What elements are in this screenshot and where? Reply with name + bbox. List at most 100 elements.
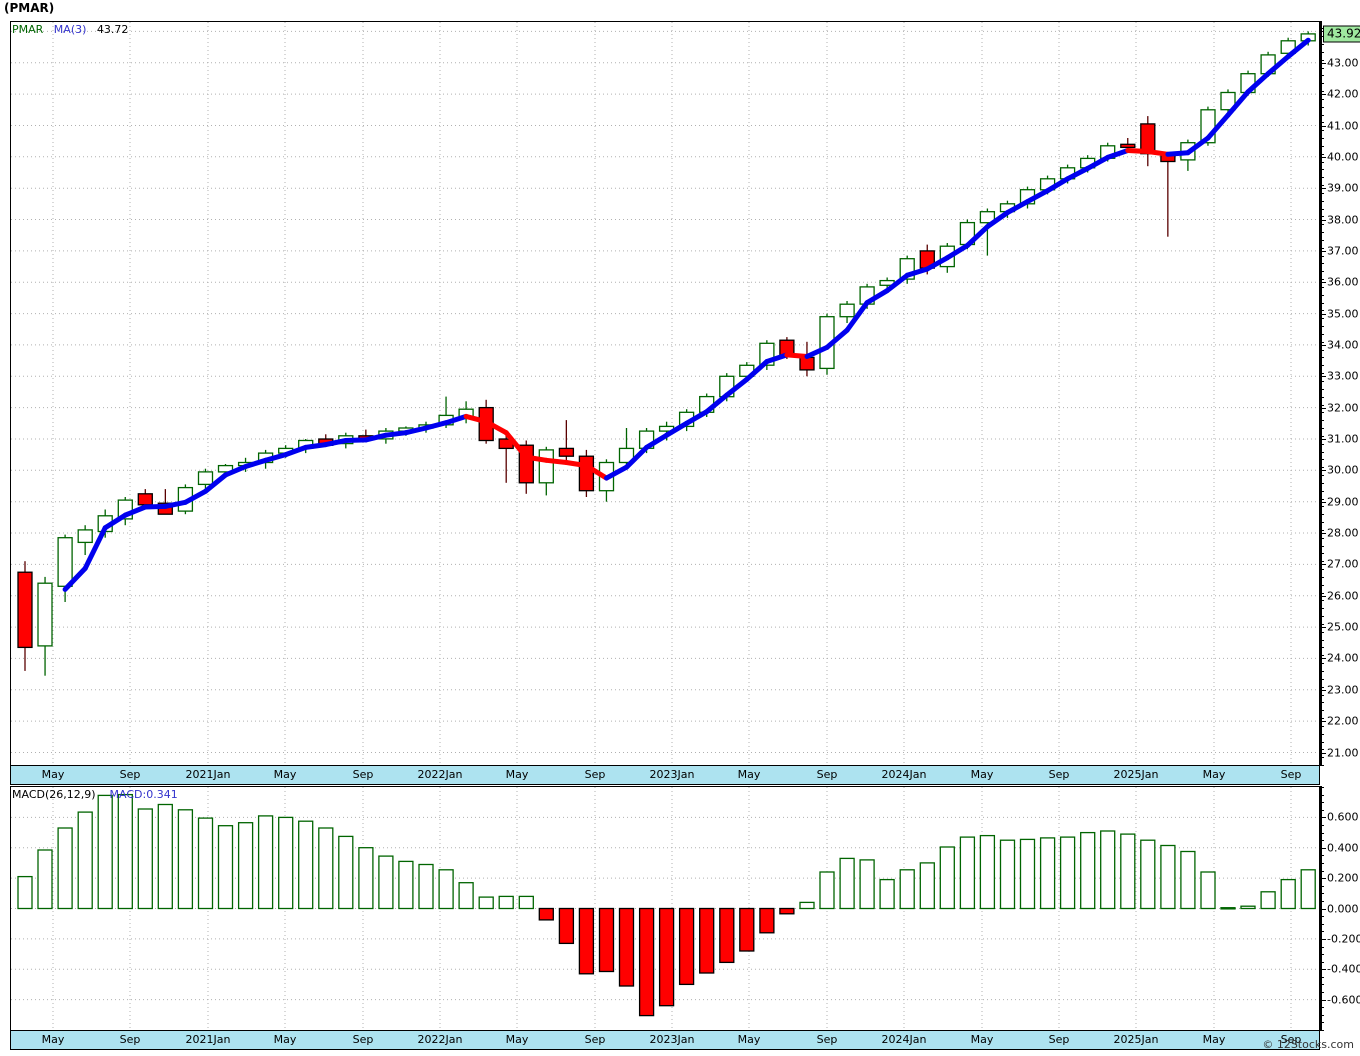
- date-axis-label: 2025Jan: [1113, 1033, 1159, 1046]
- price-axis-tick: [1320, 219, 1326, 221]
- price-axis-minor-tick: [1320, 161, 1324, 163]
- macd-axis-minor-tick: [1320, 885, 1324, 887]
- date-axis-label: 2023Jan: [649, 768, 695, 781]
- price-axis-label: 41.00: [1327, 119, 1359, 132]
- macd-axis-minor-tick: [1320, 954, 1324, 956]
- date-axis-label: 2025Jan: [1113, 768, 1159, 781]
- price-axis-minor-tick: [1320, 318, 1324, 320]
- date-axis-label: Sep: [584, 768, 606, 781]
- price-axis-tick: [1320, 533, 1326, 534]
- price-axis-minor-tick: [1320, 91, 1324, 92]
- price-plot-area[interactable]: [11, 22, 1319, 765]
- price-axis-minor-tick: [1320, 412, 1324, 414]
- macd-axis-minor-tick: [1320, 992, 1324, 993]
- price-axis-tick: [1320, 62, 1326, 64]
- date-axis-label: 2022Jan: [417, 768, 463, 781]
- macd-value-label: MACD:0.341: [109, 788, 178, 801]
- price-axis-minor-tick: [1320, 381, 1324, 382]
- date-axis-label: 2022Jan: [417, 1033, 463, 1046]
- macd-axis-minor-tick: [1320, 900, 1324, 902]
- legend-ma-value: 43.72: [96, 23, 129, 36]
- macd-axis-minor-tick: [1320, 832, 1324, 834]
- price-axis-tick: [1320, 689, 1326, 691]
- price-axis-minor-tick: [1320, 490, 1324, 492]
- price-axis-minor-tick: [1320, 232, 1324, 233]
- price-axis-minor-tick: [1320, 255, 1324, 257]
- price-axis-minor-tick: [1320, 357, 1324, 359]
- price-axis-minor-tick: [1320, 467, 1324, 469]
- price-svg: [11, 22, 1319, 765]
- macd-axis-minor-tick: [1320, 1022, 1324, 1024]
- price-axis-minor-tick: [1320, 678, 1324, 680]
- price-axis-minor-tick: [1320, 98, 1324, 100]
- price-axis-minor-tick: [1320, 294, 1324, 296]
- price-axis-minor-tick: [1320, 435, 1324, 437]
- price-chart-panel[interactable]: [10, 21, 1320, 766]
- price-axis-minor-tick: [1320, 420, 1324, 422]
- date-axis-label: Sep: [352, 768, 374, 781]
- price-axis-minor-tick: [1320, 710, 1324, 712]
- price-axis-minor-tick: [1320, 655, 1324, 657]
- price-axis-minor-tick: [1320, 67, 1324, 69]
- price-axis-tick: [1320, 188, 1326, 190]
- macd-axis-minor-tick: [1320, 893, 1324, 895]
- price-axis-minor-tick: [1320, 51, 1324, 53]
- price-axis-label: 25.00: [1327, 620, 1359, 634]
- price-axis-minor-tick: [1320, 310, 1324, 312]
- macd-axis-minor-tick: [1320, 1007, 1324, 1009]
- price-axis-minor-tick: [1320, 145, 1324, 147]
- price-axis-label: 29.00: [1327, 495, 1359, 509]
- macd-plot-area[interactable]: [11, 787, 1319, 1030]
- macd-axis-minor-tick: [1320, 946, 1324, 948]
- price-axis-minor-tick: [1320, 553, 1324, 555]
- date-axis-label: Sep: [1048, 1033, 1070, 1046]
- macd-svg: [11, 787, 1319, 1030]
- macd-chart-panel[interactable]: [10, 786, 1320, 1031]
- date-axis-label: Sep: [352, 1033, 374, 1046]
- price-axis-minor-tick: [1320, 725, 1324, 727]
- price-axis-label: 43.00: [1327, 56, 1359, 70]
- price-axis-minor-tick: [1320, 608, 1324, 610]
- price-axis-tick: [1320, 752, 1326, 754]
- price-axis-minor-tick: [1320, 576, 1324, 578]
- date-axis-label: 2021Jan: [185, 768, 231, 781]
- date-axis-label: 2024Jan: [881, 1033, 927, 1046]
- macd-axis-minor-tick: [1320, 809, 1324, 811]
- macd-axis-label: 0.200: [1327, 871, 1359, 885]
- price-axis-minor-tick: [1320, 169, 1324, 171]
- date-axis-label: May: [505, 768, 529, 781]
- price-axis-label: 26.00: [1327, 589, 1359, 603]
- price-axis-minor-tick: [1320, 349, 1324, 351]
- price-axis-minor-tick: [1320, 443, 1324, 445]
- date-axis-label: May: [273, 1033, 297, 1046]
- price-axis-tick: [1320, 156, 1326, 158]
- price-axis-minor-tick: [1320, 592, 1324, 594]
- price-axis-minor-tick: [1320, 631, 1324, 633]
- macd-axis-tick: [1320, 847, 1326, 849]
- macd-axis-minor-tick: [1320, 870, 1324, 872]
- date-axis-label: Sep: [816, 1033, 838, 1046]
- price-axis-minor-tick: [1320, 475, 1324, 476]
- macd-axis-tick: [1320, 938, 1326, 940]
- date-axis-label: May: [1202, 1033, 1226, 1046]
- price-axis-label: 30.00: [1327, 463, 1359, 477]
- price-axis-tick: [1320, 658, 1326, 660]
- price-axis-label: 35.00: [1327, 307, 1359, 321]
- price-axis-minor-tick: [1320, 36, 1324, 38]
- price-axis-minor-tick: [1320, 404, 1324, 406]
- price-axis-minor-tick: [1320, 200, 1324, 202]
- price-axis-minor-tick: [1320, 114, 1324, 116]
- macd-axis-label: 0.400: [1327, 841, 1359, 855]
- price-axis-minor-tick: [1320, 584, 1324, 586]
- macd-axis-minor-tick: [1320, 855, 1324, 857]
- macd-axis-minor-tick: [1320, 802, 1324, 804]
- date-axis-label: 2021Jan: [185, 1033, 231, 1046]
- macd-axis-minor-tick: [1320, 794, 1324, 796]
- date-axis-top: May Sep 2021Jan May Sep 2022Jan May Sep 2023Jan M…: [10, 766, 1320, 785]
- price-axis-minor-tick: [1320, 43, 1324, 45]
- date-axis-label: Sep: [119, 1033, 141, 1046]
- macd-axis-minor-tick: [1320, 961, 1324, 963]
- macd-y-axis: 0.600 0.400 0.200 0.000 -0.200 -0.400 -0.600: [1320, 786, 1360, 1031]
- date-axis-label: Sep: [816, 768, 838, 781]
